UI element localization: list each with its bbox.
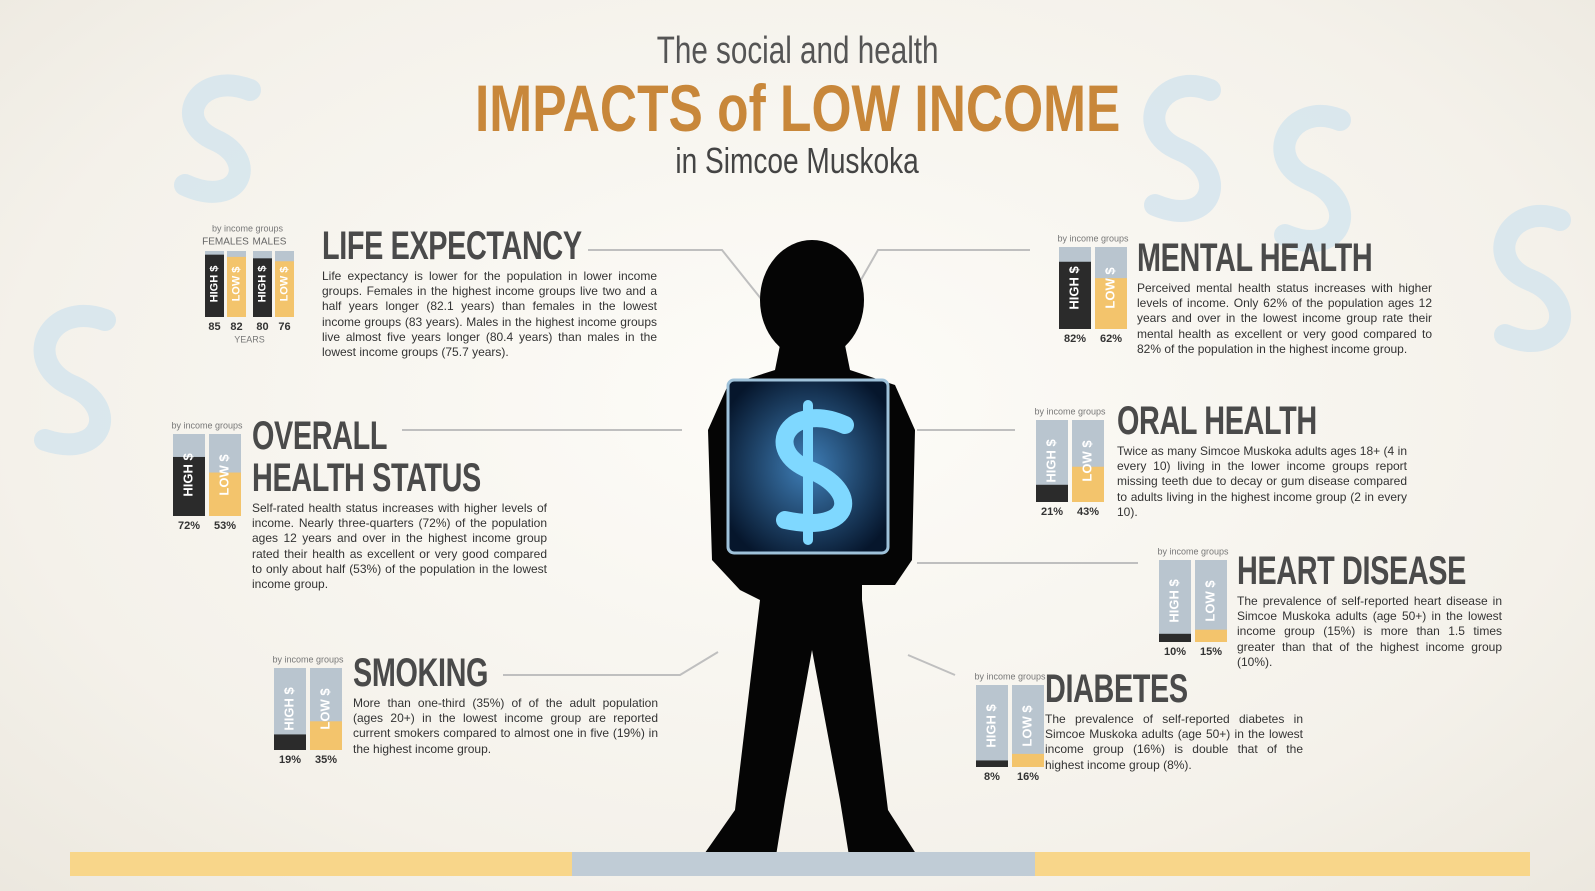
value-label: 8% bbox=[984, 771, 1000, 783]
section-text: Twice as many Simcoe Muskoka adults ages… bbox=[1117, 444, 1407, 520]
bar-category-label: HIGH $ bbox=[256, 266, 268, 303]
chart-caption: by income groups bbox=[1057, 233, 1129, 243]
section-title: ORAL HEALTH bbox=[1117, 400, 1326, 442]
header-line: in Simcoe Muskoka bbox=[0, 140, 1595, 182]
value-label: 72% bbox=[178, 520, 200, 532]
value-label: 35% bbox=[315, 754, 337, 766]
section-title: HEART DISEASE bbox=[1237, 550, 1428, 592]
bar-category-label: LOW $ bbox=[1079, 440, 1094, 482]
section-text: Life expectancy is lower for the populat… bbox=[322, 269, 657, 360]
value-label: 10% bbox=[1164, 646, 1186, 658]
bar-category-label: HIGH $ bbox=[1166, 579, 1181, 623]
bar-category-label: LOW $ bbox=[230, 267, 242, 302]
section-title: DIABETES bbox=[1045, 668, 1231, 710]
bar-category-label: LOW $ bbox=[317, 688, 332, 730]
group-label: FEMALES bbox=[202, 237, 249, 248]
unit-label: YEARS bbox=[234, 334, 265, 344]
section-text: Perceived mental health status increases… bbox=[1137, 281, 1432, 357]
chart-caption: by income groups bbox=[974, 671, 1046, 681]
bar bbox=[976, 760, 1008, 767]
value-label: 15% bbox=[1200, 646, 1222, 658]
chart-caption: by income groups bbox=[1157, 546, 1229, 556]
header-line1: The social and health bbox=[657, 30, 939, 73]
section-text: The prevalence of self-reported diabetes… bbox=[1045, 712, 1303, 773]
value-label: 76 bbox=[278, 321, 290, 333]
group-label: MALES bbox=[253, 237, 287, 248]
bar bbox=[1159, 634, 1191, 642]
section-title: MENTAL HEALTH bbox=[1137, 237, 1349, 279]
chart-caption: by income groups bbox=[1034, 406, 1106, 416]
infographic: by income groups FEMALES MALES HIGH $ 85 LOW … bbox=[0, 0, 1595, 891]
section-text: The prevalence of self-reported heart di… bbox=[1237, 594, 1502, 670]
value-label: 53% bbox=[214, 520, 236, 532]
bar bbox=[1036, 485, 1068, 502]
value-label: 85 bbox=[208, 321, 220, 333]
bar bbox=[274, 734, 306, 750]
section-title: SMOKING bbox=[353, 652, 573, 694]
bar-category-label: LOW $ bbox=[1202, 580, 1217, 622]
header-line: The social and health bbox=[0, 30, 1595, 73]
chart-caption: by income groups bbox=[272, 654, 344, 664]
bar bbox=[1195, 630, 1227, 642]
value-label: 80 bbox=[256, 321, 268, 333]
header-title: IMPACTS of LOW INCOME bbox=[475, 70, 1120, 146]
value-label: 82 bbox=[230, 321, 242, 333]
bar-category-label: HIGH $ bbox=[180, 453, 195, 497]
value-label: 43% bbox=[1077, 506, 1099, 518]
bar-category-label: LOW $ bbox=[278, 267, 290, 302]
section-title: OVERALL bbox=[252, 415, 464, 457]
value-label: 16% bbox=[1017, 771, 1039, 783]
section-text: More than one-third (35%) of of the adul… bbox=[353, 696, 658, 757]
section-title: LIFE EXPECTANCY bbox=[322, 225, 563, 267]
section-text: Self-rated health status increases with … bbox=[252, 501, 547, 592]
bar-category-label: LOW $ bbox=[1019, 705, 1034, 747]
section-title: HEALTH STATUS bbox=[252, 457, 464, 499]
value-label: 21% bbox=[1041, 506, 1063, 518]
bar-category-label: HIGH $ bbox=[1066, 266, 1081, 310]
bar-category-label: LOW $ bbox=[216, 454, 231, 496]
page: by income groups FEMALES MALES HIGH $ 85 LOW … bbox=[0, 0, 1595, 891]
bar-category-label: HIGH $ bbox=[1043, 439, 1058, 483]
bar-category-label: HIGH $ bbox=[281, 687, 296, 731]
header-line3: in Simcoe Muskoka bbox=[676, 140, 919, 182]
chart-caption: by income groups bbox=[212, 223, 284, 233]
value-label: 82% bbox=[1064, 333, 1086, 345]
header-title-wrap: IMPACTS of LOW INCOME bbox=[0, 70, 1595, 146]
value-label: 62% bbox=[1100, 333, 1122, 345]
bar bbox=[1012, 754, 1044, 767]
xray-box bbox=[728, 380, 888, 553]
value-label: 19% bbox=[279, 754, 301, 766]
bar-category-label: HIGH $ bbox=[983, 704, 998, 748]
bottom-band bbox=[70, 852, 1530, 876]
bar-category-label: HIGH $ bbox=[208, 266, 220, 303]
chart-caption: by income groups bbox=[171, 420, 243, 430]
bar-category-label: LOW $ bbox=[1102, 267, 1117, 309]
